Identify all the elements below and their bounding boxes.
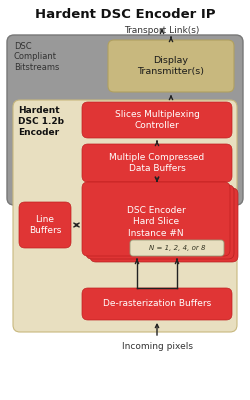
Text: Multiple Compressed
Data Buffers: Multiple Compressed Data Buffers xyxy=(110,153,204,173)
FancyBboxPatch shape xyxy=(13,100,237,332)
FancyBboxPatch shape xyxy=(86,185,234,259)
FancyBboxPatch shape xyxy=(82,288,232,320)
FancyBboxPatch shape xyxy=(130,240,224,256)
Text: Line
Buffers: Line Buffers xyxy=(29,215,61,235)
Text: N = 1, 2, 4, or 8: N = 1, 2, 4, or 8 xyxy=(149,245,205,251)
FancyBboxPatch shape xyxy=(82,182,230,256)
FancyBboxPatch shape xyxy=(108,40,234,92)
Text: DSC Encoder
Hard Slice
Instance #N: DSC Encoder Hard Slice Instance #N xyxy=(127,206,186,238)
Text: DSC
Compliant
Bitstreams: DSC Compliant Bitstreams xyxy=(14,42,60,72)
FancyBboxPatch shape xyxy=(82,144,232,182)
Text: Display
Transmitter(s): Display Transmitter(s) xyxy=(138,56,204,76)
Text: Hardent DSC Encoder IP: Hardent DSC Encoder IP xyxy=(35,8,215,21)
Text: Hardent
DSC 1.2b
Encoder: Hardent DSC 1.2b Encoder xyxy=(18,106,64,137)
FancyBboxPatch shape xyxy=(90,188,238,262)
FancyBboxPatch shape xyxy=(7,35,243,205)
Text: Incoming pixels: Incoming pixels xyxy=(122,342,192,351)
Text: Transport Link(s): Transport Link(s) xyxy=(124,26,200,35)
Text: Slices Multiplexing
Controller: Slices Multiplexing Controller xyxy=(114,110,200,130)
FancyBboxPatch shape xyxy=(82,102,232,138)
Text: De-rasterization Buffers: De-rasterization Buffers xyxy=(103,300,211,308)
FancyBboxPatch shape xyxy=(19,202,71,248)
